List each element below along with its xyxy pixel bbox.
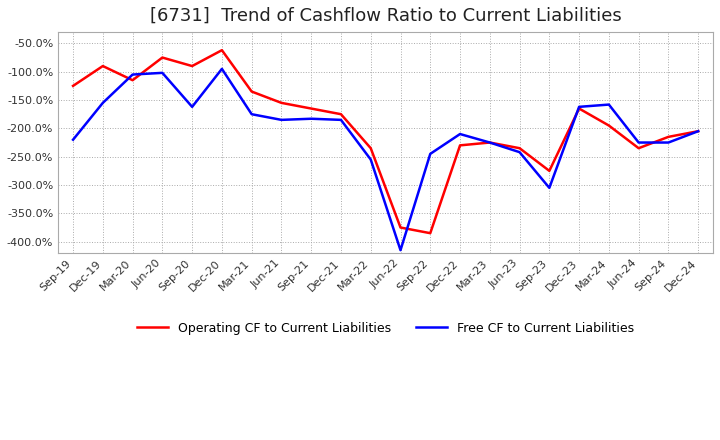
- Free CF to Current Liabilities: [307, 116, 315, 121]
- Operating CF to Current Liabilities: [485, 140, 494, 145]
- Free CF to Current Liabilities: [456, 132, 464, 137]
- Operating CF to Current Liabilities: [128, 77, 137, 83]
- Free CF to Current Liabilities: [68, 137, 77, 142]
- Free CF to Current Liabilities: [99, 100, 107, 106]
- Free CF to Current Liabilities: [664, 140, 672, 145]
- Title: [6731]  Trend of Cashflow Ratio to Current Liabilities: [6731] Trend of Cashflow Ratio to Curren…: [150, 7, 621, 25]
- Operating CF to Current Liabilities: [366, 146, 375, 151]
- Operating CF to Current Liabilities: [188, 63, 197, 69]
- Operating CF to Current Liabilities: [516, 146, 524, 151]
- Operating CF to Current Liabilities: [307, 106, 315, 111]
- Line: Free CF to Current Liabilities: Free CF to Current Liabilities: [73, 69, 698, 250]
- Free CF to Current Liabilities: [396, 248, 405, 253]
- Operating CF to Current Liabilities: [694, 128, 703, 134]
- Free CF to Current Liabilities: [545, 185, 554, 191]
- Free CF to Current Liabilities: [366, 157, 375, 162]
- Operating CF to Current Liabilities: [248, 89, 256, 94]
- Free CF to Current Liabilities: [605, 102, 613, 107]
- Operating CF to Current Liabilities: [337, 112, 346, 117]
- Operating CF to Current Liabilities: [396, 225, 405, 230]
- Free CF to Current Liabilities: [217, 66, 226, 72]
- Free CF to Current Liabilities: [337, 117, 346, 122]
- Operating CF to Current Liabilities: [426, 231, 435, 236]
- Operating CF to Current Liabilities: [68, 83, 77, 88]
- Free CF to Current Liabilities: [426, 151, 435, 157]
- Free CF to Current Liabilities: [485, 140, 494, 145]
- Line: Operating CF to Current Liabilities: Operating CF to Current Liabilities: [73, 50, 698, 233]
- Free CF to Current Liabilities: [516, 150, 524, 155]
- Operating CF to Current Liabilities: [634, 146, 643, 151]
- Free CF to Current Liabilities: [277, 117, 286, 122]
- Operating CF to Current Liabilities: [664, 134, 672, 139]
- Operating CF to Current Liabilities: [99, 63, 107, 69]
- Free CF to Current Liabilities: [575, 104, 583, 110]
- Free CF to Current Liabilities: [694, 128, 703, 134]
- Operating CF to Current Liabilities: [575, 106, 583, 111]
- Free CF to Current Liabilities: [188, 104, 197, 110]
- Operating CF to Current Liabilities: [277, 100, 286, 106]
- Free CF to Current Liabilities: [634, 140, 643, 145]
- Operating CF to Current Liabilities: [158, 55, 167, 60]
- Operating CF to Current Liabilities: [605, 123, 613, 128]
- Operating CF to Current Liabilities: [545, 168, 554, 173]
- Operating CF to Current Liabilities: [456, 143, 464, 148]
- Operating CF to Current Liabilities: [217, 48, 226, 53]
- Free CF to Current Liabilities: [248, 112, 256, 117]
- Legend: Operating CF to Current Liabilities, Free CF to Current Liabilities: Operating CF to Current Liabilities, Fre…: [132, 316, 639, 340]
- Free CF to Current Liabilities: [158, 70, 167, 76]
- Free CF to Current Liabilities: [128, 72, 137, 77]
